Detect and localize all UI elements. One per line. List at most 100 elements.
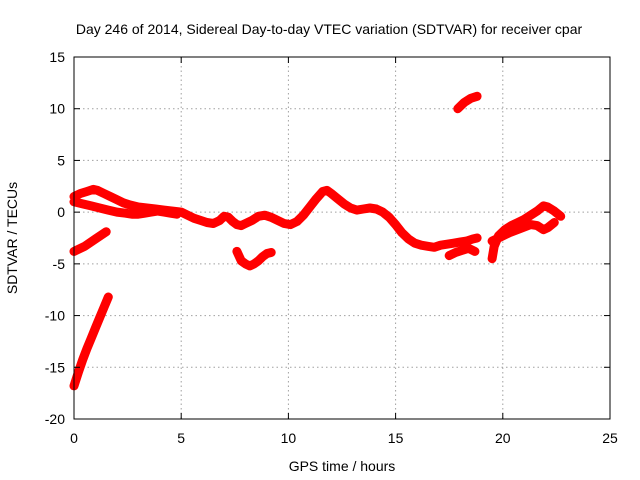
data-point-marker xyxy=(323,187,330,194)
data-point-marker xyxy=(461,99,468,106)
data-point-marker xyxy=(90,186,97,193)
data-point-marker xyxy=(450,240,457,247)
data-point-marker xyxy=(261,212,268,219)
series-late-lower xyxy=(444,243,480,261)
data-point-marker xyxy=(452,249,459,256)
data-point-marker xyxy=(141,210,148,217)
data-point-marker xyxy=(128,211,135,218)
data-point-marker xyxy=(221,213,228,220)
data-point-marker xyxy=(225,214,232,221)
data-point-marker xyxy=(203,219,210,226)
data-point-marker xyxy=(107,193,114,200)
data-point-marker xyxy=(259,253,266,260)
data-point-marker xyxy=(103,228,110,235)
data-point-marker xyxy=(274,217,281,224)
data-point-marker xyxy=(246,262,253,269)
x-tick-label: 0 xyxy=(70,430,78,446)
data-point-marker xyxy=(167,210,174,217)
data-point-marker xyxy=(506,229,513,236)
data-point-marker xyxy=(341,200,348,207)
data-point-marker xyxy=(465,245,472,252)
data-point-marker xyxy=(77,190,84,197)
data-point-marker xyxy=(238,222,245,229)
x-tick-label: 10 xyxy=(281,430,297,446)
data-point-marker xyxy=(88,202,95,209)
data-point-marker xyxy=(105,293,112,300)
data-series xyxy=(69,91,566,391)
y-axis-label: SDTVAR / TECUs xyxy=(4,182,20,294)
series-isolated-high xyxy=(453,91,482,114)
data-point-marker xyxy=(101,190,108,197)
data-point-marker xyxy=(135,203,142,210)
data-point-marker xyxy=(242,220,249,227)
data-point-marker xyxy=(411,240,418,247)
data-point-marker xyxy=(242,260,249,267)
data-point-marker xyxy=(229,218,236,225)
data-point-marker xyxy=(101,304,108,311)
data-point-marker xyxy=(197,217,204,224)
data-point-marker xyxy=(474,93,481,100)
x-axis-label: GPS time / hours xyxy=(289,458,396,474)
series-trace xyxy=(487,218,559,246)
data-point-marker xyxy=(516,225,523,232)
data-point-marker xyxy=(392,221,399,228)
series-early-descending xyxy=(69,227,111,256)
data-point-marker xyxy=(431,244,438,251)
data-point-marker xyxy=(489,255,496,262)
y-tick-label: 10 xyxy=(49,101,65,117)
data-point-marker xyxy=(268,214,275,221)
data-point-marker xyxy=(306,203,313,210)
data-point-marker xyxy=(251,260,258,267)
data-point-marker xyxy=(527,221,534,228)
data-point-marker xyxy=(373,206,380,213)
y-tick-label: 5 xyxy=(57,152,65,168)
grid xyxy=(74,57,610,419)
data-point-marker xyxy=(79,200,86,207)
data-point-marker xyxy=(135,211,142,218)
data-point-marker xyxy=(233,248,240,255)
y-tick-label: 0 xyxy=(57,204,65,220)
x-tick-label: 15 xyxy=(388,430,404,446)
series-trace xyxy=(69,227,111,256)
series-evening-low xyxy=(487,218,559,246)
data-point-marker xyxy=(456,239,463,246)
data-point-marker xyxy=(83,188,90,195)
plot-frame xyxy=(73,56,611,420)
data-point-marker xyxy=(399,229,406,236)
data-point-marker xyxy=(454,105,461,112)
data-point-marker xyxy=(75,369,82,376)
data-point-marker xyxy=(293,218,300,225)
data-point-marker xyxy=(238,257,245,264)
data-point-marker xyxy=(386,214,393,221)
data-point-marker xyxy=(360,206,367,213)
data-point-marker xyxy=(474,235,481,241)
data-point-marker xyxy=(366,205,373,212)
data-point-marker xyxy=(527,212,534,219)
y-tick-label: -10 xyxy=(45,308,65,324)
data-point-marker xyxy=(94,187,101,194)
data-point-marker xyxy=(287,221,294,228)
data-point-marker xyxy=(161,209,168,216)
data-point-marker xyxy=(79,357,86,364)
data-point-marker xyxy=(83,345,90,352)
data-point-marker xyxy=(471,248,478,255)
data-point-marker xyxy=(551,208,558,215)
data-point-marker xyxy=(248,217,255,224)
data-point-marker xyxy=(126,201,133,208)
data-point-marker xyxy=(92,236,99,243)
data-point-marker xyxy=(534,208,541,215)
data-point-marker xyxy=(521,216,528,223)
data-point-marker xyxy=(96,205,103,212)
data-point-marker xyxy=(122,210,129,217)
data-point-marker xyxy=(113,209,120,216)
data-point-marker xyxy=(557,213,564,220)
data-point-marker xyxy=(467,95,474,102)
data-point-marker xyxy=(463,238,470,245)
data-point-marker xyxy=(497,233,504,240)
data-point-marker xyxy=(300,212,307,219)
data-point-marker xyxy=(319,188,326,195)
x-tick-label: 5 xyxy=(177,430,185,446)
data-point-marker xyxy=(459,247,466,254)
data-point-marker xyxy=(255,257,262,264)
